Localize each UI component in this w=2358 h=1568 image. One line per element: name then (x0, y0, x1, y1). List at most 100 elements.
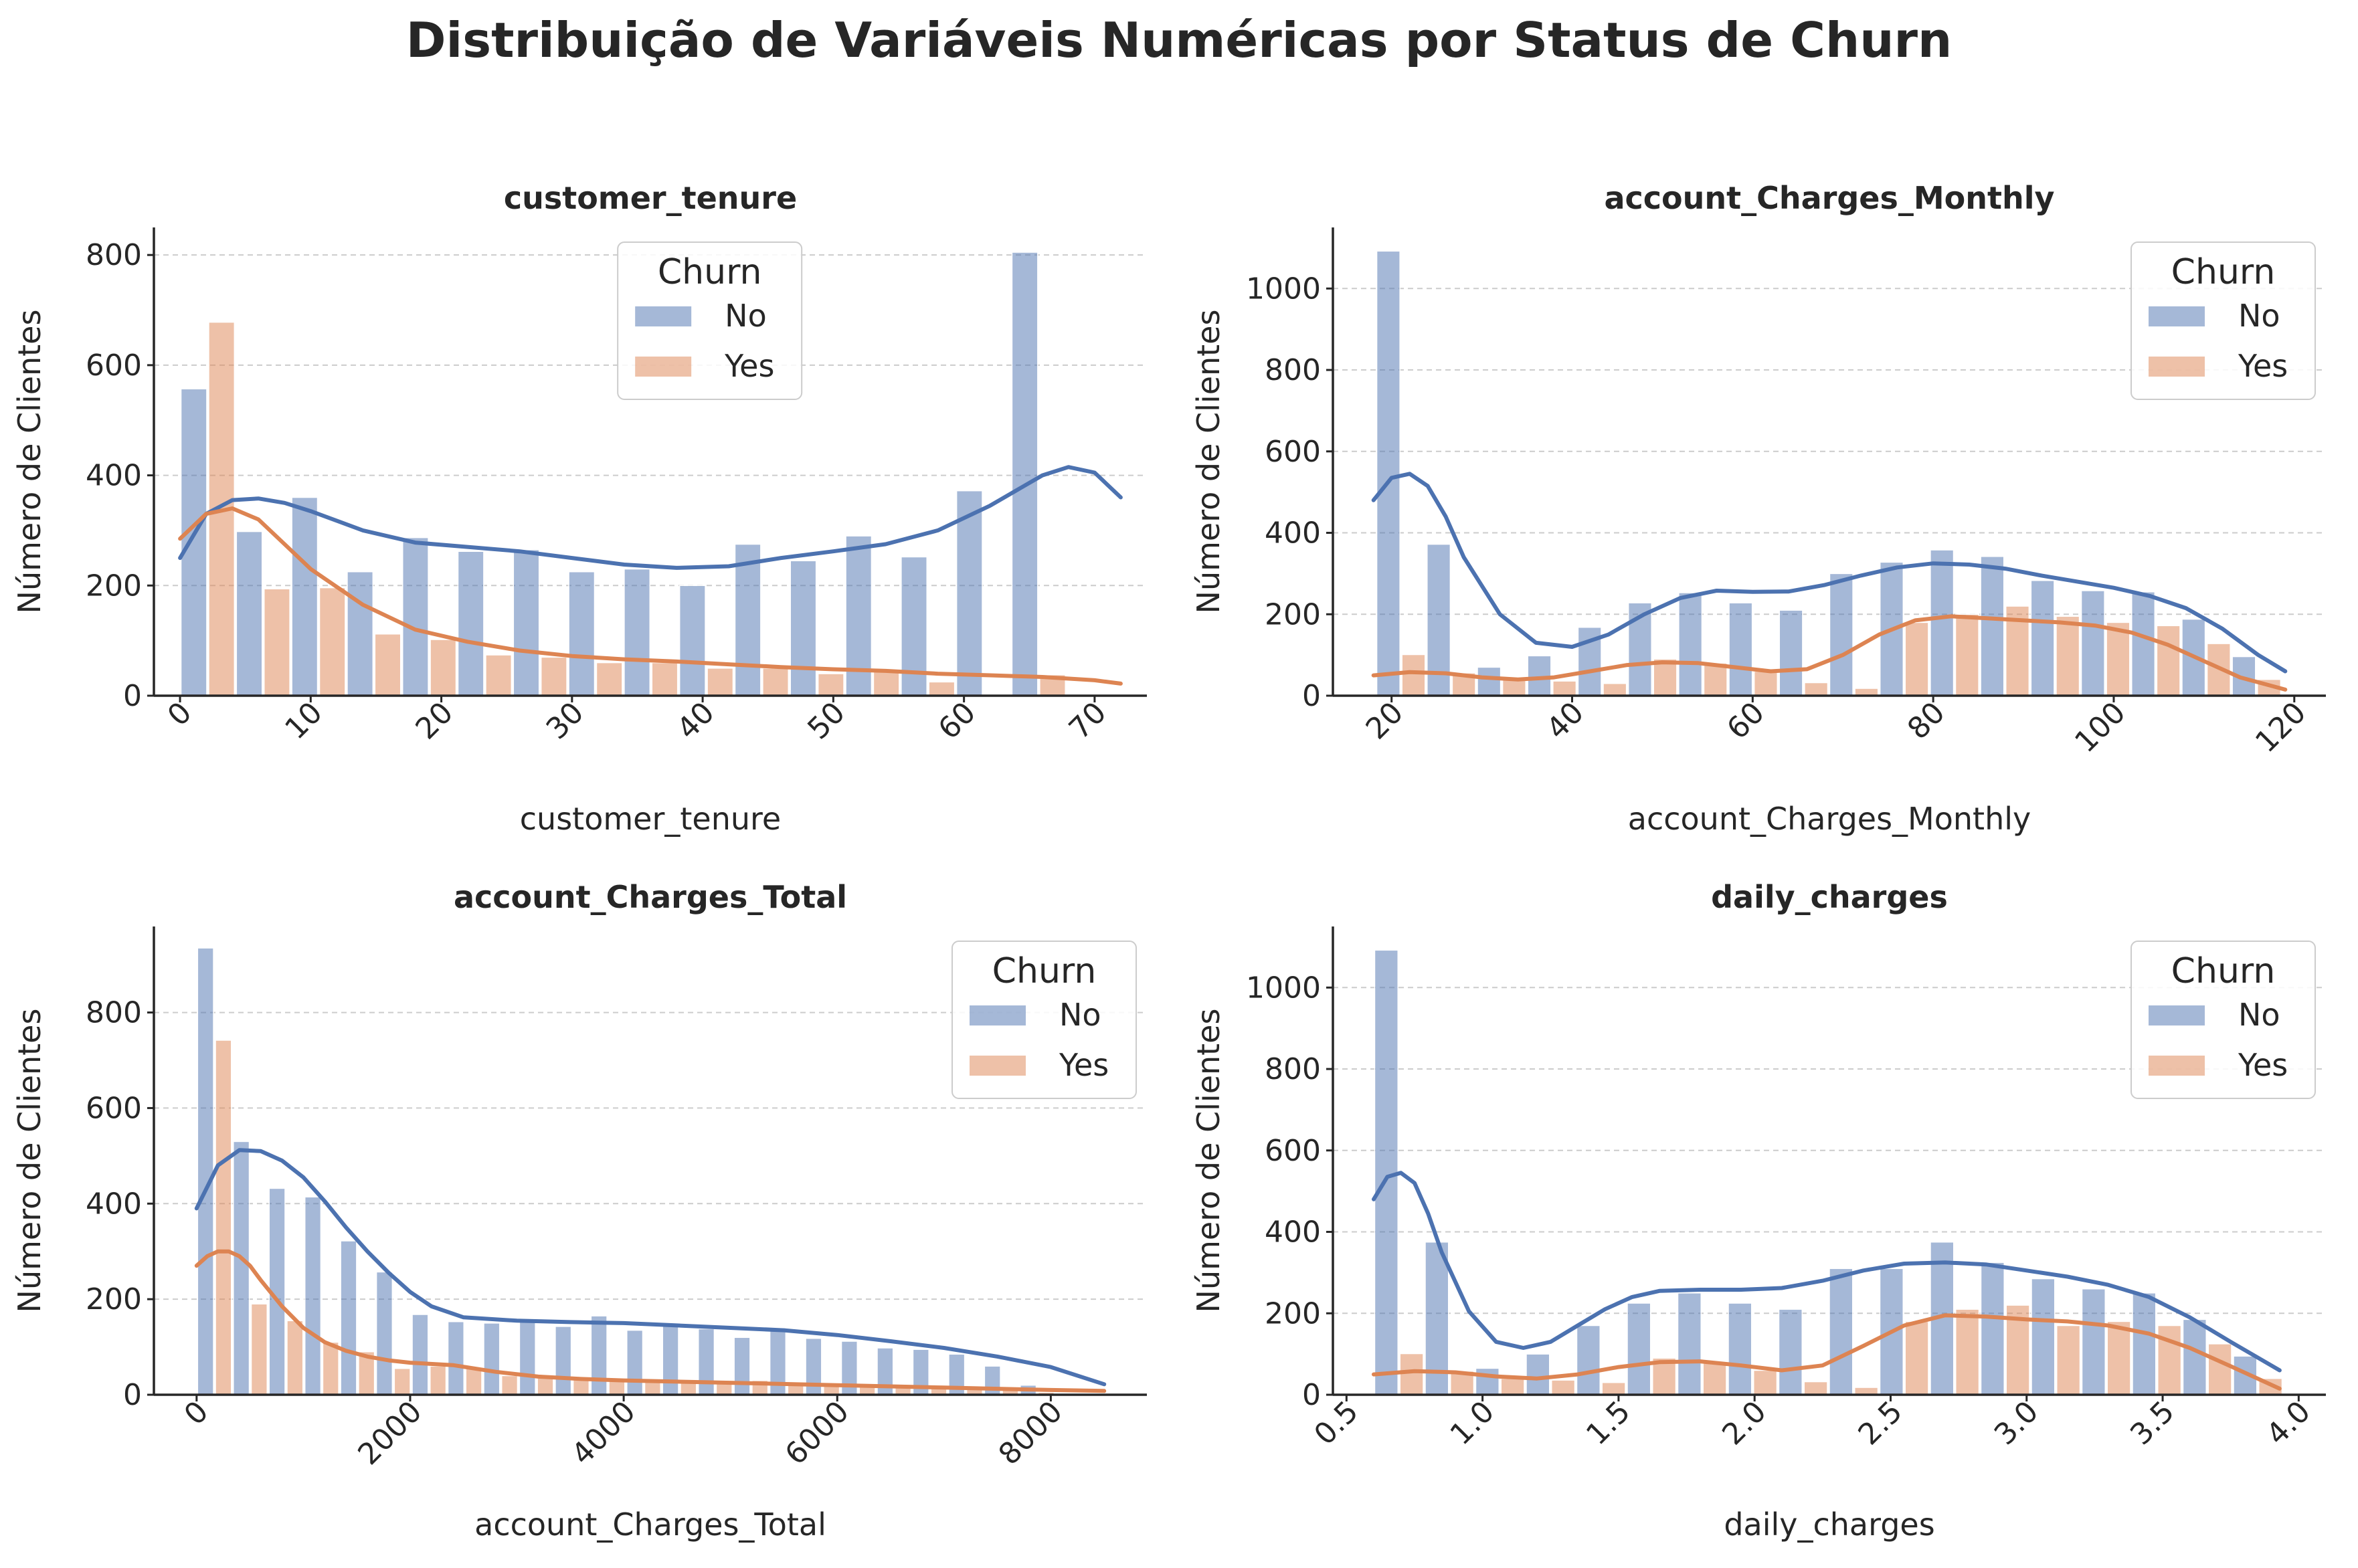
y-axis-label: Número de Clientes (1190, 310, 1227, 614)
x-tick-label: 80 (1901, 696, 1952, 747)
bar-no-9 (1829, 573, 1853, 696)
bar-no-7 (447, 1320, 464, 1395)
bar-no-7 (1728, 602, 1753, 696)
bar-yes-3 (1550, 1379, 1576, 1395)
bar-yes-0 (1399, 1353, 1424, 1395)
bar-yes-2 (319, 587, 346, 696)
y-tick-label: 0 (123, 1378, 142, 1412)
chart-customer-tenure: customer_tenure 0 200 400 600 800 0 10 20 30 40 50 6… (11, 180, 1147, 837)
bar-no-14 (697, 1328, 715, 1395)
y-tick-label: 0 (1302, 1378, 1321, 1412)
x-tick-label: 2000 (351, 1395, 428, 1472)
bar-no-12 (626, 1329, 644, 1395)
bar-no-10 (555, 1326, 572, 1395)
bar-no-4 (340, 1240, 357, 1395)
y-tick-label: 0 (1302, 679, 1321, 713)
bar-no-1 (233, 1141, 250, 1395)
x-tick-label: 60 (932, 696, 983, 747)
y-tick-label: 400 (1265, 516, 1321, 551)
bar-no-9 (1829, 1268, 1853, 1395)
y-tick-label: 1000 (1246, 971, 1321, 1005)
bar-yes-11 (608, 1379, 626, 1395)
x-axis-label: daily_charges (1724, 1506, 1934, 1543)
bar-yes-1 (263, 588, 290, 696)
bar-no-8 (483, 1322, 501, 1395)
y-tick-label: 200 (86, 1282, 142, 1316)
bar-no-14 (2081, 1288, 2106, 1395)
bar-no-5 (457, 551, 484, 696)
x-tick-label: 30 (540, 696, 591, 747)
bar-no-4 (1576, 1325, 1601, 1395)
bar-yes-7 (596, 662, 623, 696)
kde-line-no (1371, 472, 2288, 674)
bar-no-6 (1678, 592, 1703, 696)
bar-yes-8 (501, 1375, 519, 1395)
bar-yes-7 (1753, 670, 1779, 696)
kde-line-no (194, 1148, 1107, 1387)
subplot-title: daily_charges (1711, 879, 1948, 915)
bar-yes-16 (2207, 1343, 2232, 1395)
kde-line-no (1372, 1171, 2282, 1373)
legend-swatch-no (635, 306, 692, 326)
bar-no-15 (1011, 252, 1038, 696)
legend-swatch-yes (2149, 357, 2205, 377)
y-tick-label: 0 (123, 679, 142, 713)
bar-yes-6 (1702, 1361, 1727, 1395)
x-tick-label: 40 (670, 696, 721, 747)
x-tick-label: 1.5 (1580, 1395, 1637, 1452)
bar-no-15 (733, 1337, 751, 1395)
legend-swatch-no (2149, 306, 2205, 326)
x-tick-label: 50 (801, 696, 852, 747)
bar-no-5 (1627, 1302, 1651, 1395)
bar-no-5 (375, 1271, 393, 1395)
bar-no-3 (304, 1196, 322, 1395)
bar-no-0 (180, 388, 207, 696)
y-tick-label: 200 (1265, 1296, 1321, 1331)
bar-yes-13 (2056, 1325, 2081, 1395)
bar-yes-0 (215, 1040, 232, 1395)
bar-yes-3 (374, 633, 401, 696)
bar-no-2 (1477, 666, 1502, 696)
legend-swatch-no (970, 1005, 1026, 1025)
bar-no-3 (1526, 1353, 1550, 1395)
bar-yes-7 (1752, 1369, 1778, 1395)
x-tick-label: 2.5 (1852, 1395, 1910, 1452)
y-tick-label: 600 (1265, 1134, 1321, 1168)
bar-no-16 (2182, 1318, 2207, 1395)
y-tick-label: 600 (1265, 435, 1321, 469)
bar-yes-11 (1955, 613, 1979, 696)
legend: Churn No Yes (951, 941, 1137, 1099)
kde-line-yes (1372, 1313, 2282, 1391)
bar-yes-11 (1955, 1308, 1980, 1395)
x-tick-label: 40 (1540, 696, 1591, 747)
bar-yes-10 (1904, 1320, 1929, 1395)
bar-no-10 (734, 543, 761, 696)
bar-yes-5 (1653, 658, 1677, 696)
bar-no-11 (790, 560, 817, 696)
y-tick-label: 200 (1265, 597, 1321, 631)
legend-swatch-yes (970, 1056, 1026, 1076)
x-tick-label: 120 (2249, 696, 2312, 759)
bar-yes-2 (286, 1320, 304, 1395)
legend-title: Churn (658, 252, 762, 292)
x-tick-label: 2.0 (1716, 1395, 1773, 1452)
bar-yes-4 (1603, 682, 1627, 696)
bar-no-6 (513, 549, 540, 696)
legend: Churn No Yes (617, 241, 803, 400)
bar-no-2 (1475, 1367, 1500, 1395)
bar-no-8 (1779, 609, 1803, 696)
legend-label-yes: Yes (724, 348, 774, 384)
bar-no-13 (662, 1325, 679, 1395)
x-tick-label: 0 (178, 1395, 215, 1432)
y-tick-label: 800 (86, 996, 142, 1030)
bar-yes-9 (537, 1377, 554, 1395)
x-axis-label: account_Charges_Monthly (1628, 801, 2031, 837)
legend-swatch-yes (2149, 1056, 2205, 1076)
legend-label-no: No (725, 298, 767, 334)
bar-no-7 (1728, 1302, 1752, 1395)
bar-yes-2 (1500, 1377, 1525, 1395)
y-tick-label: 1000 (1246, 272, 1321, 306)
bar-yes-6 (430, 1365, 447, 1395)
bar-yes-8 (651, 662, 678, 696)
